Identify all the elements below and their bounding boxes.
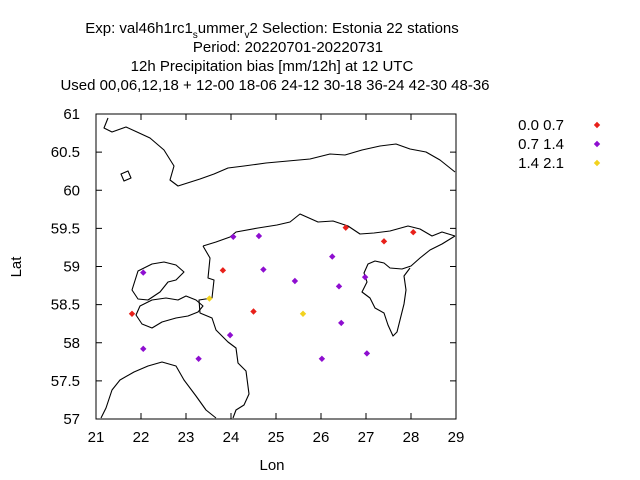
data-points — [128, 224, 417, 362]
x-tick-label: 24 — [223, 429, 240, 446]
y-tick-label: 60 — [63, 182, 80, 199]
y-tick-label: 59.5 — [51, 220, 80, 237]
y-tick-label: 58 — [63, 335, 80, 352]
data-point-series-0-2 — [250, 308, 257, 315]
x-tick-label: 23 — [178, 429, 195, 446]
x-tick-label: 29 — [448, 429, 465, 446]
chart-title-used-forecasts: Used 00,06,12,18 + 12-00 18-06 24-12 30-… — [60, 77, 489, 94]
data-point-series-1-12 — [361, 273, 369, 281]
data-point-series-1-13 — [363, 350, 371, 357]
legend-label-2: 1.4 2.1 — [518, 155, 564, 172]
x-tick-label: 26 — [313, 429, 330, 446]
x-tick-label: 27 — [358, 429, 375, 446]
data-point-series-1-9 — [335, 283, 343, 290]
data-point-series-0-5 — [410, 228, 417, 236]
y-tick-label: 59 — [63, 259, 80, 276]
data-point-series-1-11 — [318, 355, 326, 362]
legend: 0.0 0.7 0.7 1.4 1.4 2.1 — [518, 117, 601, 172]
data-point-series-2-1 — [299, 310, 307, 317]
y-tick-label: 61 — [63, 106, 80, 123]
data-point-series-1-10 — [338, 319, 345, 327]
y-tick-label: 57 — [63, 411, 80, 428]
legend-marker-1 — [593, 140, 601, 148]
data-point-series-0-4 — [380, 238, 388, 245]
legend-marker-2 — [593, 159, 601, 167]
data-point-series-1-3 — [226, 331, 234, 339]
data-point-series-0-1 — [219, 267, 227, 274]
plot-area-frame — [95, 113, 457, 420]
data-point-series-1-1 — [140, 345, 147, 353]
y-tick-label: 60.5 — [51, 144, 80, 161]
y-axis-label: Lat — [8, 256, 25, 278]
y-tick-label: 57.5 — [51, 373, 80, 390]
data-point-series-1-2 — [195, 355, 202, 362]
data-point-series-0-3 — [342, 224, 349, 231]
y-tick-label: 58.5 — [51, 297, 80, 314]
chart-title-period: Period: 20220701-20220731 — [193, 39, 383, 56]
legend-label-1: 0.7 1.4 — [518, 136, 564, 153]
chart-title-experiment: Exp: val46h1rc1summerv2 Selection: Eston… — [85, 20, 459, 41]
data-point-series-0-0 — [128, 310, 136, 317]
data-point-series-1-4 — [230, 233, 237, 240]
x-tick-label: 25 — [268, 429, 285, 446]
legend-label-0: 0.0 0.7 — [518, 117, 564, 134]
x-axis-label: Lon — [259, 457, 284, 474]
y-axis: 57 57.5 58 58.5 59 59.5 60 60.5 61 — [51, 106, 456, 428]
legend-marker-0 — [593, 121, 601, 129]
data-point-series-2-0 — [206, 295, 213, 302]
data-point-series-1-7 — [291, 277, 299, 285]
coastline-map — [100, 117, 456, 419]
data-point-series-1-8 — [329, 253, 336, 260]
data-point-series-1-0 — [140, 269, 147, 276]
x-tick-label: 22 — [133, 429, 150, 446]
x-axis: 21 22 23 24 25 26 27 28 29 — [88, 114, 465, 446]
x-tick-label: 21 — [88, 429, 105, 446]
data-point-series-1-6 — [260, 266, 267, 273]
data-point-series-1-5 — [255, 232, 263, 240]
x-tick-label: 28 — [403, 429, 420, 446]
chart-title-variable: 12h Precipitation bias [mm/12h] at 12 UT… — [131, 58, 414, 75]
